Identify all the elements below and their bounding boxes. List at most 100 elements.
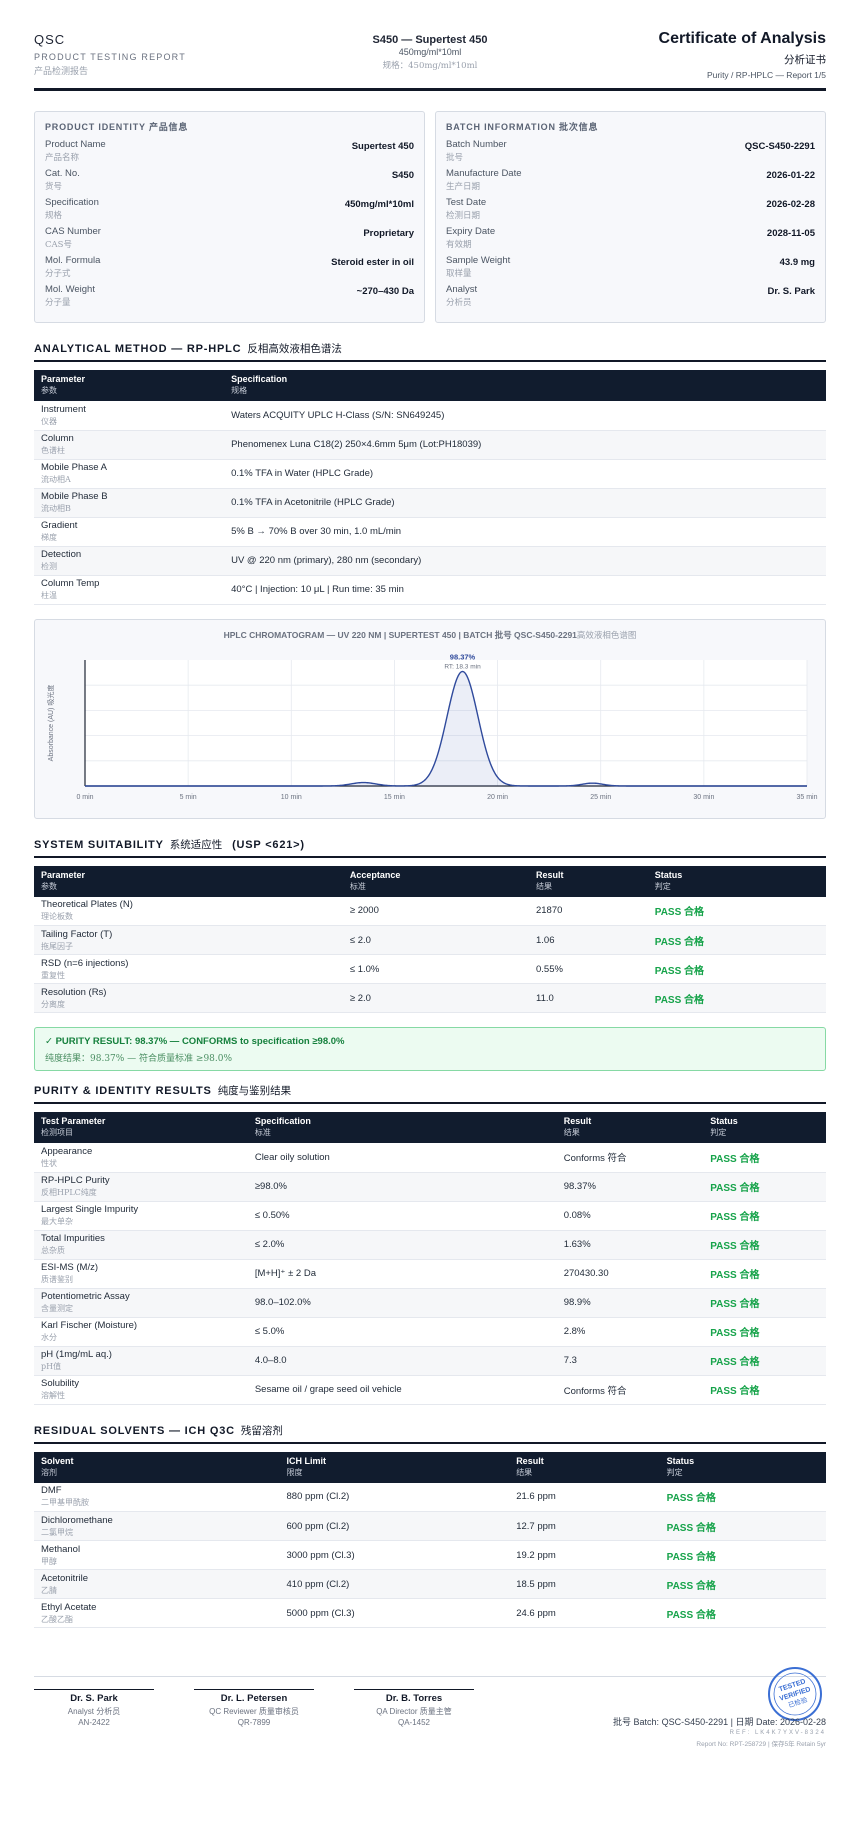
solvent-cell: Dichloromethane 二氯甲烷 xyxy=(34,1511,280,1541)
column-header-label: ICH Limit xyxy=(286,1455,327,1466)
column-header: Test Parameter 检测项目 xyxy=(34,1112,248,1143)
batch-label-cn: 取样量 xyxy=(446,269,472,279)
batch-label: Expiry Date xyxy=(446,226,496,237)
table-row: Resolution (Rs) 分离度 ≥ 2.0 11.0 PASS 合格 xyxy=(34,983,826,1013)
identity-label: CAS Number xyxy=(45,226,101,237)
param-cell-text: Potentiometric Assay xyxy=(41,1291,130,1302)
doc-title: Certificate of Analysis xyxy=(658,30,826,47)
status-cell-text: PASS 合格 xyxy=(710,1153,760,1165)
param-cell-cn: 流动相A xyxy=(41,475,71,484)
column-header-label: Result xyxy=(563,1116,592,1126)
param-cell-text: Detection xyxy=(41,549,82,560)
table-row: Mobile Phase A 流动相A 0.1% TFA in Water (HPL… xyxy=(34,459,826,489)
footer-batch-date: 批号 Batch: QSC-S450-2291 | 日期 Date: 2026-… xyxy=(613,1717,826,1727)
column-header-cn: 检测项目 xyxy=(41,1128,73,1137)
result-cell: 98.9% xyxy=(556,1288,704,1318)
param-cell-cn: 水分 xyxy=(41,1333,57,1342)
peak-rt-label: RT: 18.3 min xyxy=(444,663,481,670)
purity-result-cn: 纯度结果：98.37% — 符合质量标准 ≥98.0% xyxy=(45,1054,233,1064)
result-cell: 21870 xyxy=(528,896,648,926)
info-row: PRODUCT IDENTITY 产品信息 Product Name 产品名称 Su… xyxy=(34,111,826,323)
y-axis-label: Absorbance (AU) 吸光度 xyxy=(46,684,55,761)
identity-item: Mol. Weight 分子量 ~270–430 Da xyxy=(45,284,414,313)
identity-item: CAS Number CAS号 Proprietary xyxy=(45,226,414,255)
result-cell: 98.37% xyxy=(556,1172,704,1202)
param-cell: ESI-MS (M/z) 质谱鉴别 xyxy=(34,1259,248,1289)
batch-label-block: Test Date 检测日期 xyxy=(446,197,486,226)
identity-label-cn: 产品名称 xyxy=(45,153,80,163)
column-header-label: Status xyxy=(666,1455,695,1466)
purity-result-en: ✓ PURITY RESULT: 98.37% — CONFORMS to sp… xyxy=(45,1036,345,1047)
chromatogram-chart: 0 min 5 min 10 min 15 min 20 min 25 min 30 min… xyxy=(46,652,818,801)
status-cell-text: PASS 合格 xyxy=(666,1522,716,1534)
spec-cell-text: Sesame oil / grape seed oil vehicle xyxy=(254,1384,402,1395)
batch-info-title: BATCH INFORMATION 批次信息 xyxy=(446,122,599,132)
table-row: Mobile Phase B 流动相B 0.1% TFA in Acetonitri… xyxy=(34,488,826,518)
param-cell-cn: 理论板数 xyxy=(41,912,73,922)
column-header: Status 判定 xyxy=(648,866,826,897)
column-header-label: Specification xyxy=(231,374,288,384)
solvent-cell: DMF 二甲基甲酰胺 xyxy=(34,1482,280,1512)
batch-value: 43.9 mg xyxy=(779,257,815,268)
footer-ref: REF: LK4K7YXV-8324 xyxy=(729,1730,826,1736)
results-section: PURITY & IDENTITY RESULTS 纯度与鉴别结果 Test Pa… xyxy=(34,1083,826,1405)
doc-title-cn: 分析证书 xyxy=(784,54,826,66)
column-header-cn: 标准 xyxy=(254,1128,271,1137)
column-header-cn: 判定 xyxy=(666,1467,683,1477)
chromatogram-title-en: HPLC CHROMATOGRAM — UV 220 NM | SUPERTES… xyxy=(223,629,577,640)
x-tick-label: 10 min xyxy=(281,794,302,801)
column-header: Result 结果 xyxy=(557,1112,704,1143)
acceptance-cell-text: ≥ 2000 xyxy=(349,905,379,917)
status-cell: PASS 合格 xyxy=(659,1569,826,1599)
param-cell-text: Resolution (Rs) xyxy=(41,986,107,998)
acceptance-cell-text: ≥ 2.0 xyxy=(349,992,371,1004)
doc-ref: Purity / RP-HPLC — Report 1/5 xyxy=(706,70,826,80)
results-title-en: PURITY & IDENTITY RESULTS xyxy=(34,1085,212,1097)
identity-label-cn: 分子量 xyxy=(45,298,71,308)
table-row: Tailing Factor (T) 拖尾因子 ≤ 2.0 1.06 PASS 合格 xyxy=(34,925,826,955)
batch-value: 2028-11-05 xyxy=(766,228,815,239)
verified-stamp-icon: TESTED VERIFIED 已检验 xyxy=(768,1667,822,1721)
solvents-title-en: RESIDUAL SOLVENTS — ICH Q3C xyxy=(34,1424,235,1437)
status-cell: PASS 合格 xyxy=(647,896,826,926)
param-cell: pH (1mg/mL aq.) pH值 xyxy=(34,1346,248,1376)
signer-name: Dr. B. Torres xyxy=(385,1693,443,1704)
solvent-cell-cn: 二氯甲烷 xyxy=(41,1527,73,1537)
spec-cell: Sesame oil / grape seed oil vehicle xyxy=(247,1375,557,1405)
result-cell-text: Conforms 符合 xyxy=(563,1385,627,1397)
table-row: RP-HPLC Purity 反相HPLC纯度 ≥98.0% 98.37% PASS 合… xyxy=(34,1172,826,1202)
method-title: ANALYTICAL METHOD — RP-HPLC 反相高效液相色谱法 xyxy=(34,341,826,362)
status-cell-text: PASS 合格 xyxy=(666,1609,716,1621)
solvent-cell-cn: 乙腈 xyxy=(41,1585,57,1595)
column-header-cn: 溶剂 xyxy=(41,1467,57,1477)
chromatogram-title-cn: 高效液相色谱图 xyxy=(576,630,637,641)
column-header: Solvent 溶剂 xyxy=(34,1452,280,1483)
results-title: PURITY & IDENTITY RESULTS 纯度与鉴别结果 xyxy=(34,1083,826,1104)
spec-cell-text: 98.0–102.0% xyxy=(254,1297,311,1308)
solvents-title: RESIDUAL SOLVENTS — ICH Q3C 残留溶剂 xyxy=(34,1423,826,1444)
status-cell: PASS 合格 xyxy=(659,1540,826,1570)
result-cell: 1.06 xyxy=(528,925,648,955)
param-cell-cn: 含量测定 xyxy=(41,1304,73,1313)
result-cell-text: 21.6 ppm xyxy=(516,1491,556,1503)
table-row: Largest Single Impurity 最大单杂 ≤ 0.50% 0.08% P… xyxy=(34,1201,826,1231)
solvent-cell-cn: 乙酸乙酯 xyxy=(41,1614,73,1624)
column-header: Status 判定 xyxy=(703,1112,826,1143)
brand-block: QSC PRODUCT TESTING REPORT 产品检测报告 xyxy=(34,32,186,77)
status-cell: PASS 合格 xyxy=(659,1511,826,1541)
batch-item: Expiry Date 有效期 2028-11-05 xyxy=(446,226,815,255)
product-identity-box: PRODUCT IDENTITY 产品信息 Product Name 产品名称 Su… xyxy=(34,111,425,323)
param-cell-cn: 色谱柱 xyxy=(41,446,65,455)
param-cell-cn: 重复性 xyxy=(41,970,65,980)
spec-cell: 40°C | Injection: 10 μL | Run time: 35 m… xyxy=(224,575,826,605)
spec-cell: 4.0–8.0 xyxy=(247,1346,557,1376)
status-cell-text: PASS 合格 xyxy=(654,965,705,977)
result-cell-text: 98.9% xyxy=(563,1297,591,1308)
param-cell: Karl Fischer (Moisture) 水分 xyxy=(34,1317,248,1347)
param-cell-cn: 流动相B xyxy=(41,504,71,513)
result-cell: 2.8% xyxy=(556,1317,704,1347)
table-row: Total Impurities 总杂质 ≤ 2.0% 1.63% PASS 合格 xyxy=(34,1230,826,1260)
column-header-label: Specification xyxy=(254,1116,311,1126)
x-tick-label: 20 min xyxy=(487,794,508,801)
solvent-cell-cn: 二甲基甲酰胺 xyxy=(41,1498,89,1508)
